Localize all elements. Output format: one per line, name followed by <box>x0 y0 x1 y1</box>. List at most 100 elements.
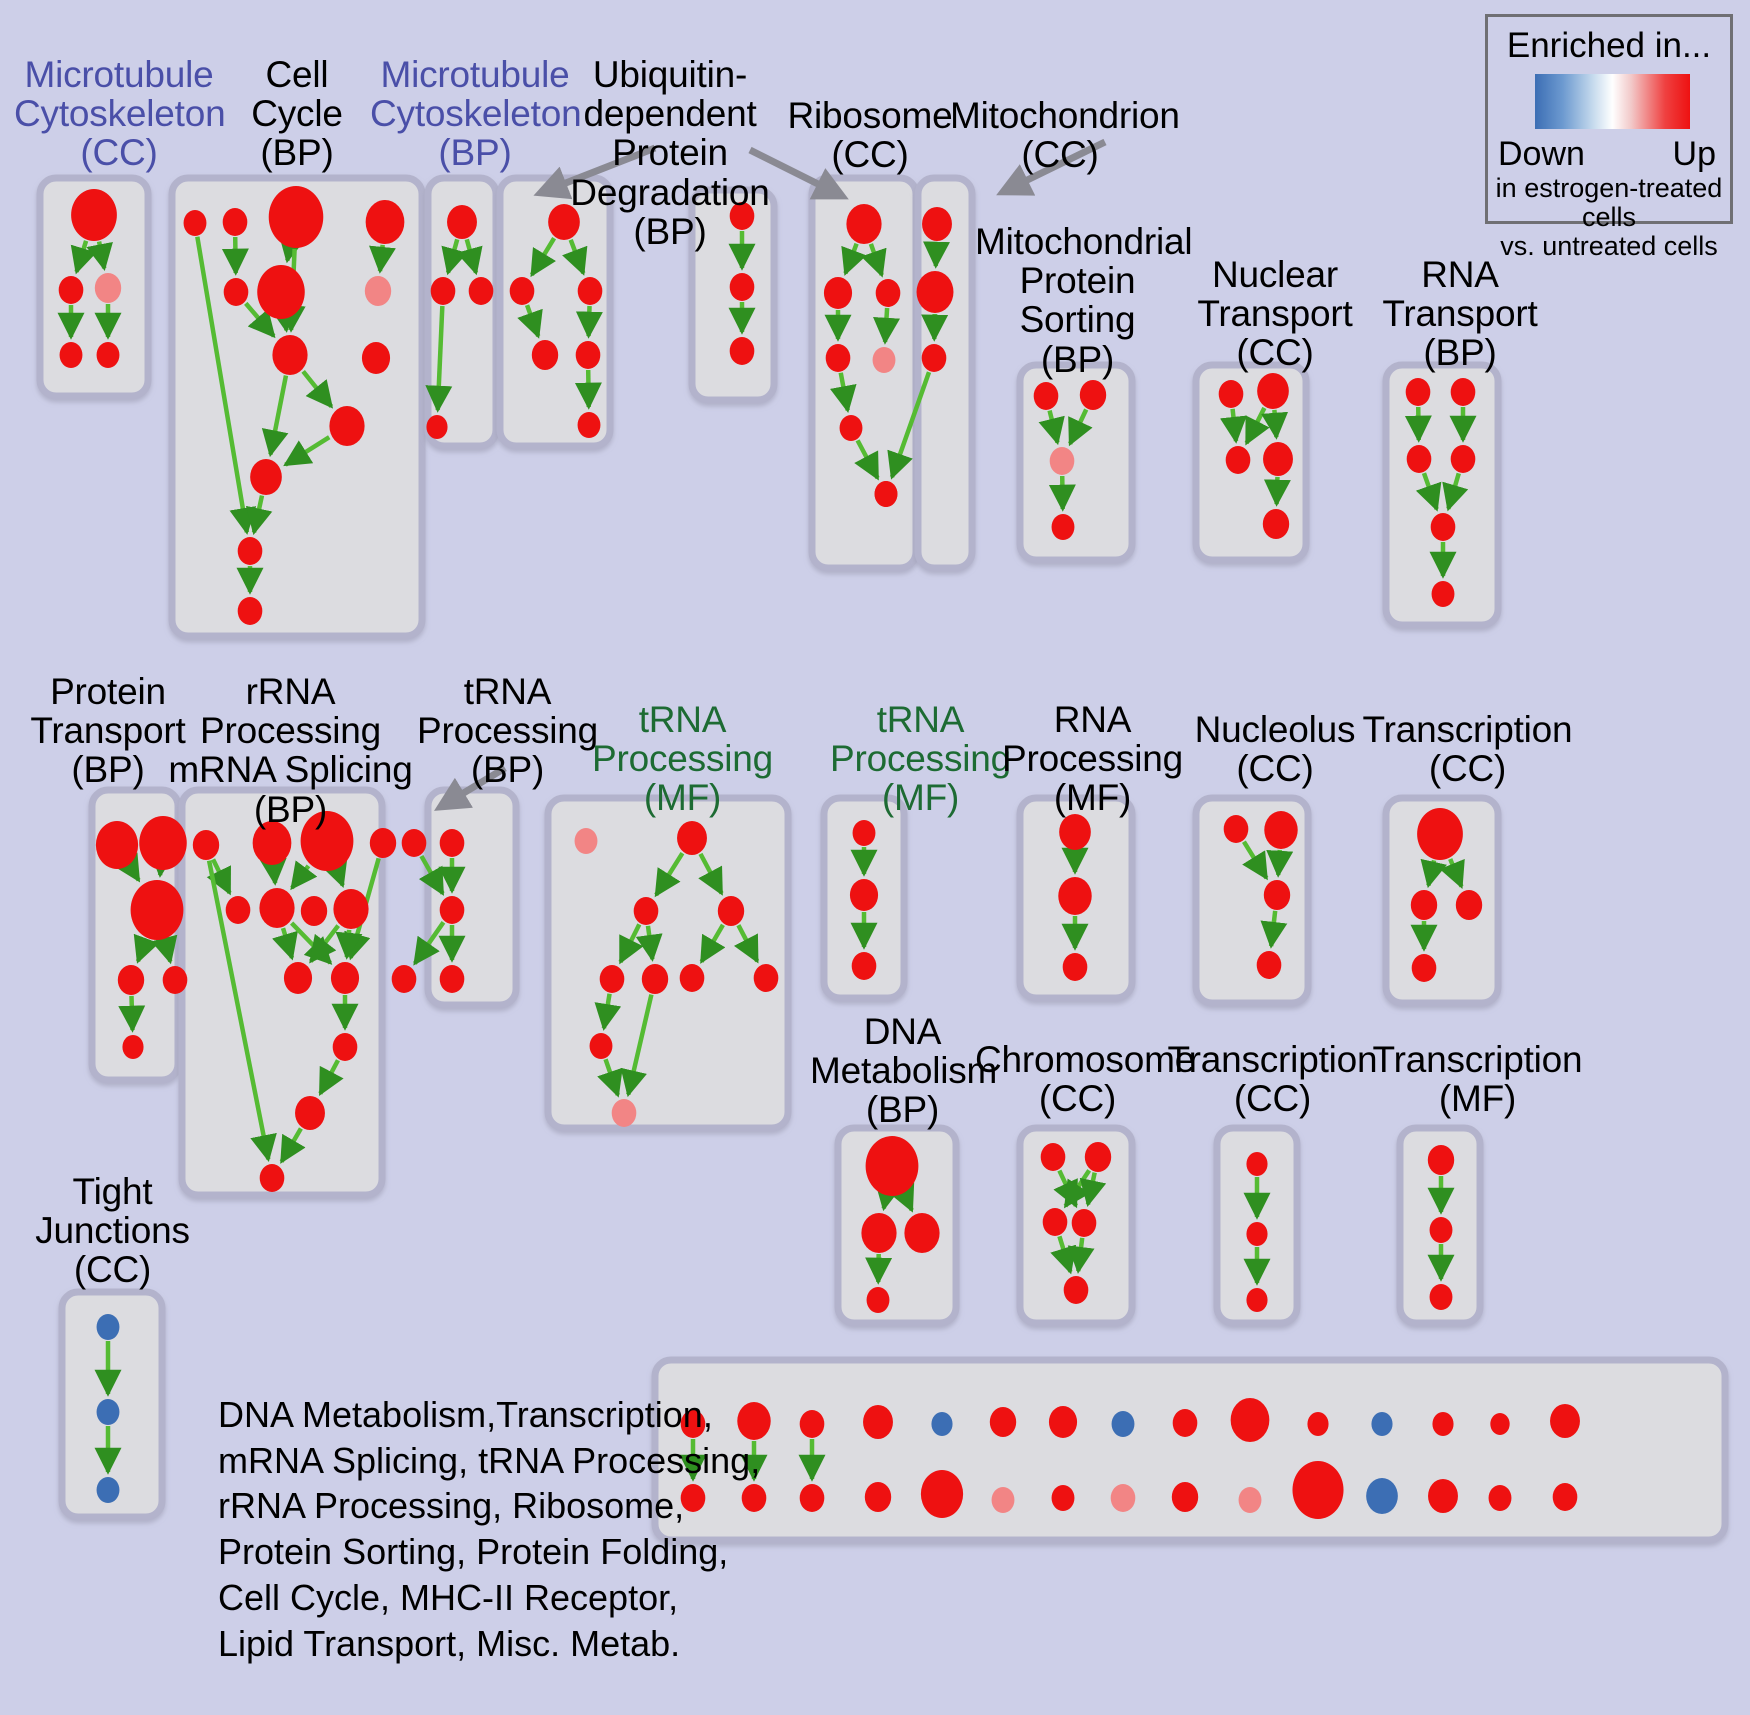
go-term-node[interactable] <box>257 265 305 319</box>
go-term-node[interactable] <box>430 277 456 305</box>
go-term-node[interactable] <box>1042 1208 1068 1236</box>
go-term-node[interactable] <box>931 1412 953 1436</box>
go-term-node[interactable] <box>295 1096 325 1130</box>
go-term-node[interactable] <box>839 415 863 441</box>
go-term-node[interactable] <box>825 344 851 372</box>
go-term-node[interactable] <box>509 277 535 305</box>
go-term-node[interactable] <box>846 204 882 244</box>
go-term-node[interactable] <box>729 273 755 301</box>
go-term-node[interactable] <box>329 406 365 446</box>
go-term-node[interactable] <box>1246 1222 1268 1246</box>
go-term-node[interactable] <box>122 1035 144 1059</box>
go-term-node[interactable] <box>1059 814 1091 850</box>
go-term-node[interactable] <box>680 1410 706 1438</box>
go-term-node[interactable] <box>1063 1276 1089 1304</box>
go-term-node[interactable] <box>259 888 295 928</box>
go-term-node[interactable] <box>589 1033 613 1059</box>
go-term-node[interactable] <box>162 966 188 994</box>
go-term-node[interactable] <box>729 337 755 365</box>
go-term-node[interactable] <box>95 821 139 869</box>
go-term-node[interactable] <box>1110 1484 1136 1512</box>
go-term-node[interactable] <box>1410 890 1438 920</box>
go-term-node[interactable] <box>1051 514 1075 540</box>
go-term-node[interactable] <box>1450 445 1476 473</box>
go-term-node[interactable] <box>680 1484 706 1512</box>
go-term-node[interactable] <box>1058 877 1092 915</box>
go-term-node[interactable] <box>117 965 145 995</box>
go-term-node[interactable] <box>599 965 625 993</box>
go-term-node[interactable] <box>1033 382 1059 410</box>
go-term-node[interactable] <box>574 828 598 854</box>
go-term-node[interactable] <box>439 896 465 924</box>
go-term-node[interactable] <box>1230 1398 1270 1442</box>
go-term-node[interactable] <box>1552 1483 1578 1511</box>
go-term-node[interactable] <box>1455 890 1483 920</box>
go-term-node[interactable] <box>1256 951 1282 979</box>
go-term-node[interactable] <box>401 829 427 857</box>
go-term-node[interactable] <box>875 279 901 307</box>
go-term-node[interactable] <box>96 1314 120 1340</box>
go-term-node[interactable] <box>851 952 877 980</box>
go-term-node[interactable] <box>333 889 369 929</box>
go-term-node[interactable] <box>1049 447 1075 475</box>
go-term-node[interactable] <box>531 340 559 370</box>
go-term-node[interactable] <box>1246 1288 1268 1312</box>
go-term-node[interactable] <box>1417 808 1463 860</box>
go-term-node[interactable] <box>865 1136 919 1196</box>
go-term-node[interactable] <box>577 412 601 438</box>
go-term-node[interactable] <box>1079 380 1107 410</box>
go-term-node[interactable] <box>1264 811 1298 849</box>
go-term-node[interactable] <box>1366 1478 1398 1514</box>
go-term-node[interactable] <box>96 342 120 368</box>
go-term-node[interactable] <box>237 597 263 625</box>
go-term-node[interactable] <box>920 1470 964 1518</box>
go-term-node[interactable] <box>1431 581 1455 607</box>
go-term-node[interactable] <box>904 1213 940 1253</box>
go-term-node[interactable] <box>861 1213 897 1253</box>
go-term-node[interactable] <box>300 896 328 926</box>
go-term-node[interactable] <box>575 341 601 369</box>
go-term-node[interactable] <box>1371 1412 1393 1436</box>
go-term-node[interactable] <box>1262 509 1290 539</box>
go-term-node[interactable] <box>183 210 207 236</box>
go-term-node[interactable] <box>1246 1152 1268 1176</box>
go-term-node[interactable] <box>1040 1143 1066 1171</box>
go-term-node[interactable] <box>1488 1485 1512 1511</box>
go-term-node[interactable] <box>192 830 220 860</box>
go-term-node[interactable] <box>989 1407 1017 1437</box>
go-term-node[interactable] <box>222 208 248 236</box>
go-term-node[interactable] <box>641 964 669 994</box>
go-term-node[interactable] <box>717 896 745 926</box>
go-term-node[interactable] <box>1257 373 1289 409</box>
go-term-node[interactable] <box>237 537 263 565</box>
go-term-node[interactable] <box>250 459 282 495</box>
go-term-node[interactable] <box>365 200 405 244</box>
go-term-node[interactable] <box>439 829 465 857</box>
go-term-node[interactable] <box>1429 1217 1453 1243</box>
go-term-node[interactable] <box>369 828 397 858</box>
go-term-node[interactable] <box>1051 1485 1075 1511</box>
go-term-node[interactable] <box>753 964 779 992</box>
go-term-node[interactable] <box>1223 815 1249 843</box>
go-term-node[interactable] <box>1406 445 1432 473</box>
go-term-node[interactable] <box>872 347 896 373</box>
go-term-node[interactable] <box>1292 1461 1344 1519</box>
go-term-node[interactable] <box>225 896 251 924</box>
go-term-node[interactable] <box>1263 880 1291 910</box>
go-term-node[interactable] <box>1307 1412 1329 1436</box>
go-term-node[interactable] <box>849 879 879 911</box>
go-term-node[interactable] <box>1172 1409 1198 1437</box>
go-term-node[interactable] <box>866 1287 890 1313</box>
go-term-node[interactable] <box>1263 442 1293 476</box>
go-term-node[interactable] <box>468 277 494 305</box>
go-term-node[interactable] <box>59 342 83 368</box>
go-term-node[interactable] <box>823 277 853 309</box>
go-term-node[interactable] <box>96 1477 120 1503</box>
go-term-node[interactable] <box>268 186 324 248</box>
go-term-node[interactable] <box>300 811 354 871</box>
go-term-node[interactable] <box>799 1484 825 1512</box>
go-term-node[interactable] <box>633 897 659 925</box>
go-term-node[interactable] <box>1490 1413 1510 1435</box>
go-term-node[interactable] <box>729 202 755 230</box>
go-term-node[interactable] <box>1171 1482 1199 1512</box>
